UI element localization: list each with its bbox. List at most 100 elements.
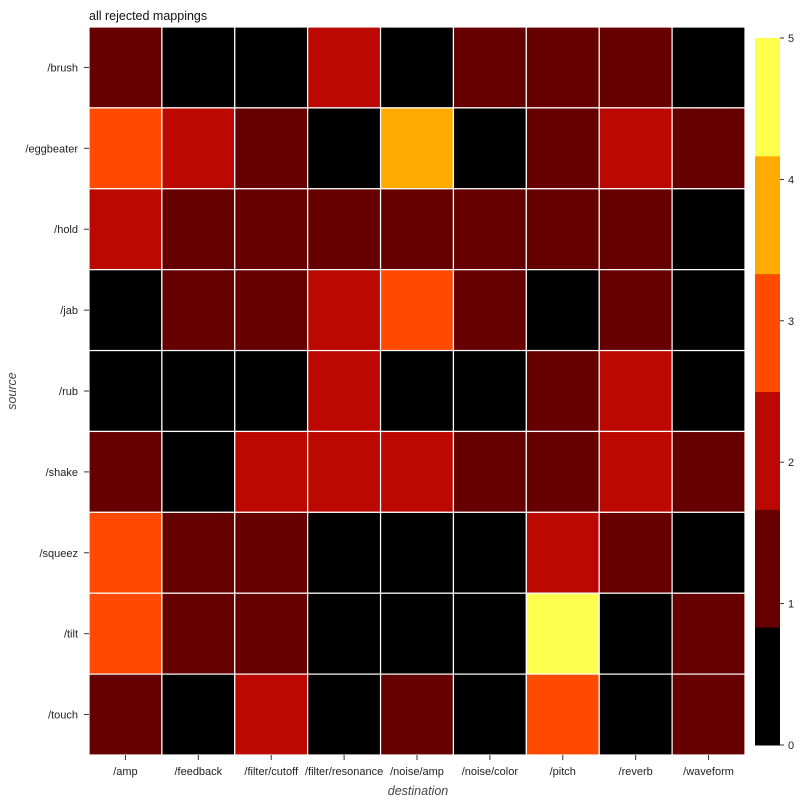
heatmap-cell [307, 349, 382, 433]
heatmap-cell [452, 269, 527, 352]
heatmap-cell [598, 269, 673, 352]
heatmap-cell [452, 349, 527, 433]
heatmap-cell [452, 511, 527, 594]
heatmap-cell [671, 349, 746, 433]
heatmap-cell [525, 592, 600, 675]
heatmap-cell [161, 188, 236, 271]
colorbar-tick-label: 5 [788, 33, 794, 45]
heatmap-cell [671, 269, 746, 352]
heatmap-cell [161, 430, 236, 513]
heatmap-cell [671, 592, 746, 675]
heatmap-cell [379, 511, 455, 594]
heatmap-cell [598, 26, 673, 109]
x-axis-ticks: /amp/feedback/filter/cutoff/filter/reson… [113, 755, 734, 778]
heatmap-cell [307, 269, 382, 352]
heatmap-cell [452, 188, 527, 271]
heatmap-cells [88, 26, 746, 756]
heatmap-cell [379, 673, 455, 756]
y-tick-label: /tilt [64, 629, 78, 641]
x-tick-label: /filter/resonance [305, 766, 383, 778]
heatmap-cell [379, 269, 455, 352]
y-tick-label: /eggbeater [25, 143, 78, 155]
heatmap-cell [452, 26, 527, 109]
heatmap-cell [234, 511, 309, 594]
colorbar-segment [755, 273, 780, 392]
heatmap-cell [525, 188, 600, 271]
heatmap-cell [307, 107, 382, 190]
heatmap-cell [88, 349, 163, 433]
heatmap-cell [525, 26, 600, 109]
heatmap-cell [307, 430, 382, 513]
heatmap-cell [671, 26, 746, 109]
x-tick-label: /pitch [550, 766, 576, 778]
heatmap-cell [88, 107, 163, 190]
heatmap-cell [307, 26, 382, 109]
y-tick-label: /jab [60, 305, 78, 317]
heatmap-cell [671, 430, 746, 513]
heatmap-cell [88, 511, 163, 594]
heatmap-cell [671, 511, 746, 594]
heatmap-cell [598, 430, 673, 513]
heatmap-cell [88, 592, 163, 675]
heatmap-cell [88, 188, 163, 271]
colorbar-tick-label: 2 [788, 457, 794, 469]
heatmap-cell [525, 673, 600, 756]
x-tick-label: /reverb [619, 766, 653, 778]
y-tick-label: /shake [46, 467, 78, 479]
heatmap-cell [452, 592, 527, 675]
colorbar-segment [755, 38, 780, 157]
heatmap-cell [234, 269, 309, 352]
heatmap-cell [88, 269, 163, 352]
heatmap-cell [598, 188, 673, 271]
colorbar-segment [755, 509, 780, 628]
heatmap-cell [671, 188, 746, 271]
heatmap-cell [307, 673, 382, 756]
colorbar-segment [755, 155, 780, 275]
heatmap-cell [234, 430, 309, 513]
heatmap-cell [598, 511, 673, 594]
colorbar-segment [755, 627, 780, 746]
heatmap-cell [88, 430, 163, 513]
heatmap-cell [598, 592, 673, 675]
heatmap-cell [598, 107, 673, 190]
y-tick-label: /squeez [39, 548, 78, 560]
x-tick-label: /filter/cutoff [244, 766, 299, 778]
heatmap-cell [307, 188, 382, 271]
x-tick-label: /waveform [683, 766, 734, 778]
colorbar: 0 1 2 3 4 5 [755, 33, 794, 752]
x-tick-label: /feedback [174, 766, 222, 778]
x-axis-label: destination [388, 784, 449, 798]
heatmap-cell [379, 26, 455, 109]
colorbar-segment [755, 391, 780, 510]
heatmap-cell [525, 430, 600, 513]
colorbar-tick-label: 0 [788, 740, 794, 752]
heatmap-cell [598, 349, 673, 433]
y-tick-label: /hold [54, 224, 78, 236]
heatmap-cell [671, 107, 746, 190]
heatmap-cell [88, 673, 163, 756]
heatmap-cell [161, 511, 236, 594]
heatmap-cell [234, 592, 309, 675]
heatmap-cell [379, 592, 455, 675]
heatmap-cell [234, 26, 309, 109]
heatmap-cell [452, 673, 527, 756]
y-tick-label: /brush [47, 62, 78, 74]
x-tick-label: /amp [113, 766, 137, 778]
chart-title: all rejected mappings [89, 9, 207, 23]
heatmap-cell [161, 592, 236, 675]
heatmap-cell [234, 349, 309, 433]
heatmap-cell [525, 269, 600, 352]
x-tick-label: /noise/color [462, 766, 519, 778]
heatmap-cell [379, 430, 455, 513]
x-tick-label: /noise/amp [390, 766, 444, 778]
heatmap-cell [234, 107, 309, 190]
y-tick-label: /rub [59, 386, 78, 398]
heatmap-cell [379, 349, 455, 433]
heatmap-cell [452, 107, 527, 190]
heatmap-cell [161, 26, 236, 109]
heatmap-cell [307, 592, 382, 675]
heatmap-cell [307, 511, 382, 594]
y-axis-label: source [5, 372, 19, 410]
heatmap-cell [598, 673, 673, 756]
